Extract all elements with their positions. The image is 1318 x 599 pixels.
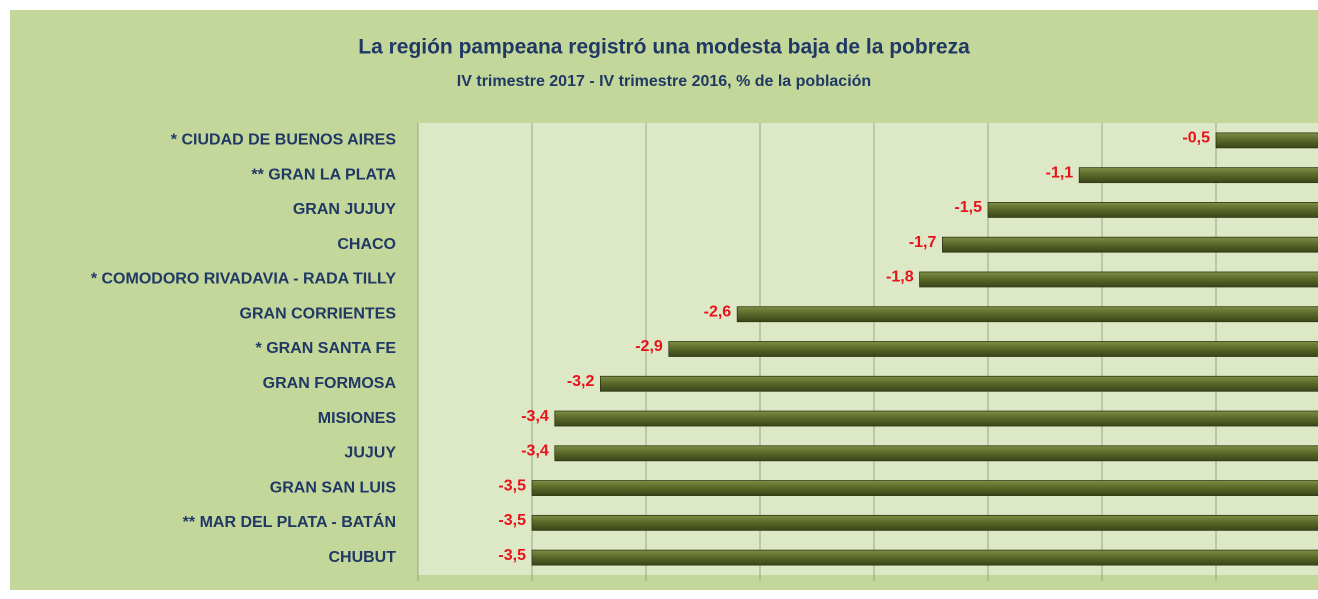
data-label: -3,4 bbox=[521, 408, 549, 425]
bar bbox=[531, 480, 1318, 496]
data-label: -1,1 bbox=[1046, 164, 1074, 181]
bar bbox=[531, 514, 1318, 531]
category-label: * COMODORO RIVADAVIA - RADA TILLY bbox=[91, 271, 397, 288]
data-label: -2,6 bbox=[704, 303, 732, 320]
data-label: -1,7 bbox=[909, 234, 937, 251]
bar bbox=[600, 375, 1318, 392]
bar bbox=[919, 271, 1318, 288]
data-label: -2,9 bbox=[635, 338, 663, 355]
category-label: GRAN CORRIENTES bbox=[240, 305, 397, 322]
data-label: -3,2 bbox=[567, 373, 595, 390]
chart-subtitle: IV trimestre 2017 - IV trimestre 2016, %… bbox=[457, 73, 871, 90]
category-label: * GRAN SANTA FE bbox=[256, 340, 397, 357]
chart-title: La región pampeana registró una modesta … bbox=[358, 36, 970, 59]
data-label: -3,4 bbox=[521, 443, 549, 460]
category-label: GRAN JUJUY bbox=[293, 201, 396, 218]
bar bbox=[987, 202, 1318, 218]
category-label: CHUBUT bbox=[328, 549, 396, 566]
category-label: ** MAR DEL PLATA - BATÁN bbox=[183, 512, 396, 531]
category-label: ** GRAN LA PLATA bbox=[251, 166, 396, 183]
bar bbox=[942, 236, 1318, 253]
bar bbox=[554, 445, 1318, 462]
category-label: * CIUDAD DE BUENOS AIRES bbox=[171, 132, 397, 149]
category-label: CHACO bbox=[337, 236, 396, 253]
bar bbox=[1215, 132, 1318, 149]
bar bbox=[1078, 167, 1318, 184]
bar bbox=[736, 306, 1318, 323]
data-label: -3,5 bbox=[498, 547, 526, 564]
category-label: JUJUY bbox=[344, 445, 396, 462]
category-label: MISIONES bbox=[318, 410, 397, 427]
data-label: -3,5 bbox=[498, 477, 526, 494]
bar bbox=[554, 410, 1318, 427]
data-label: -1,8 bbox=[886, 269, 914, 286]
data-label: -0,5 bbox=[1182, 130, 1210, 147]
category-label: GRAN FORMOSA bbox=[263, 375, 397, 392]
bar bbox=[668, 341, 1318, 357]
bar bbox=[531, 549, 1318, 566]
data-label: -1,5 bbox=[954, 199, 982, 216]
data-label: -3,5 bbox=[498, 512, 526, 529]
category-label: GRAN SAN LUIS bbox=[270, 479, 397, 496]
